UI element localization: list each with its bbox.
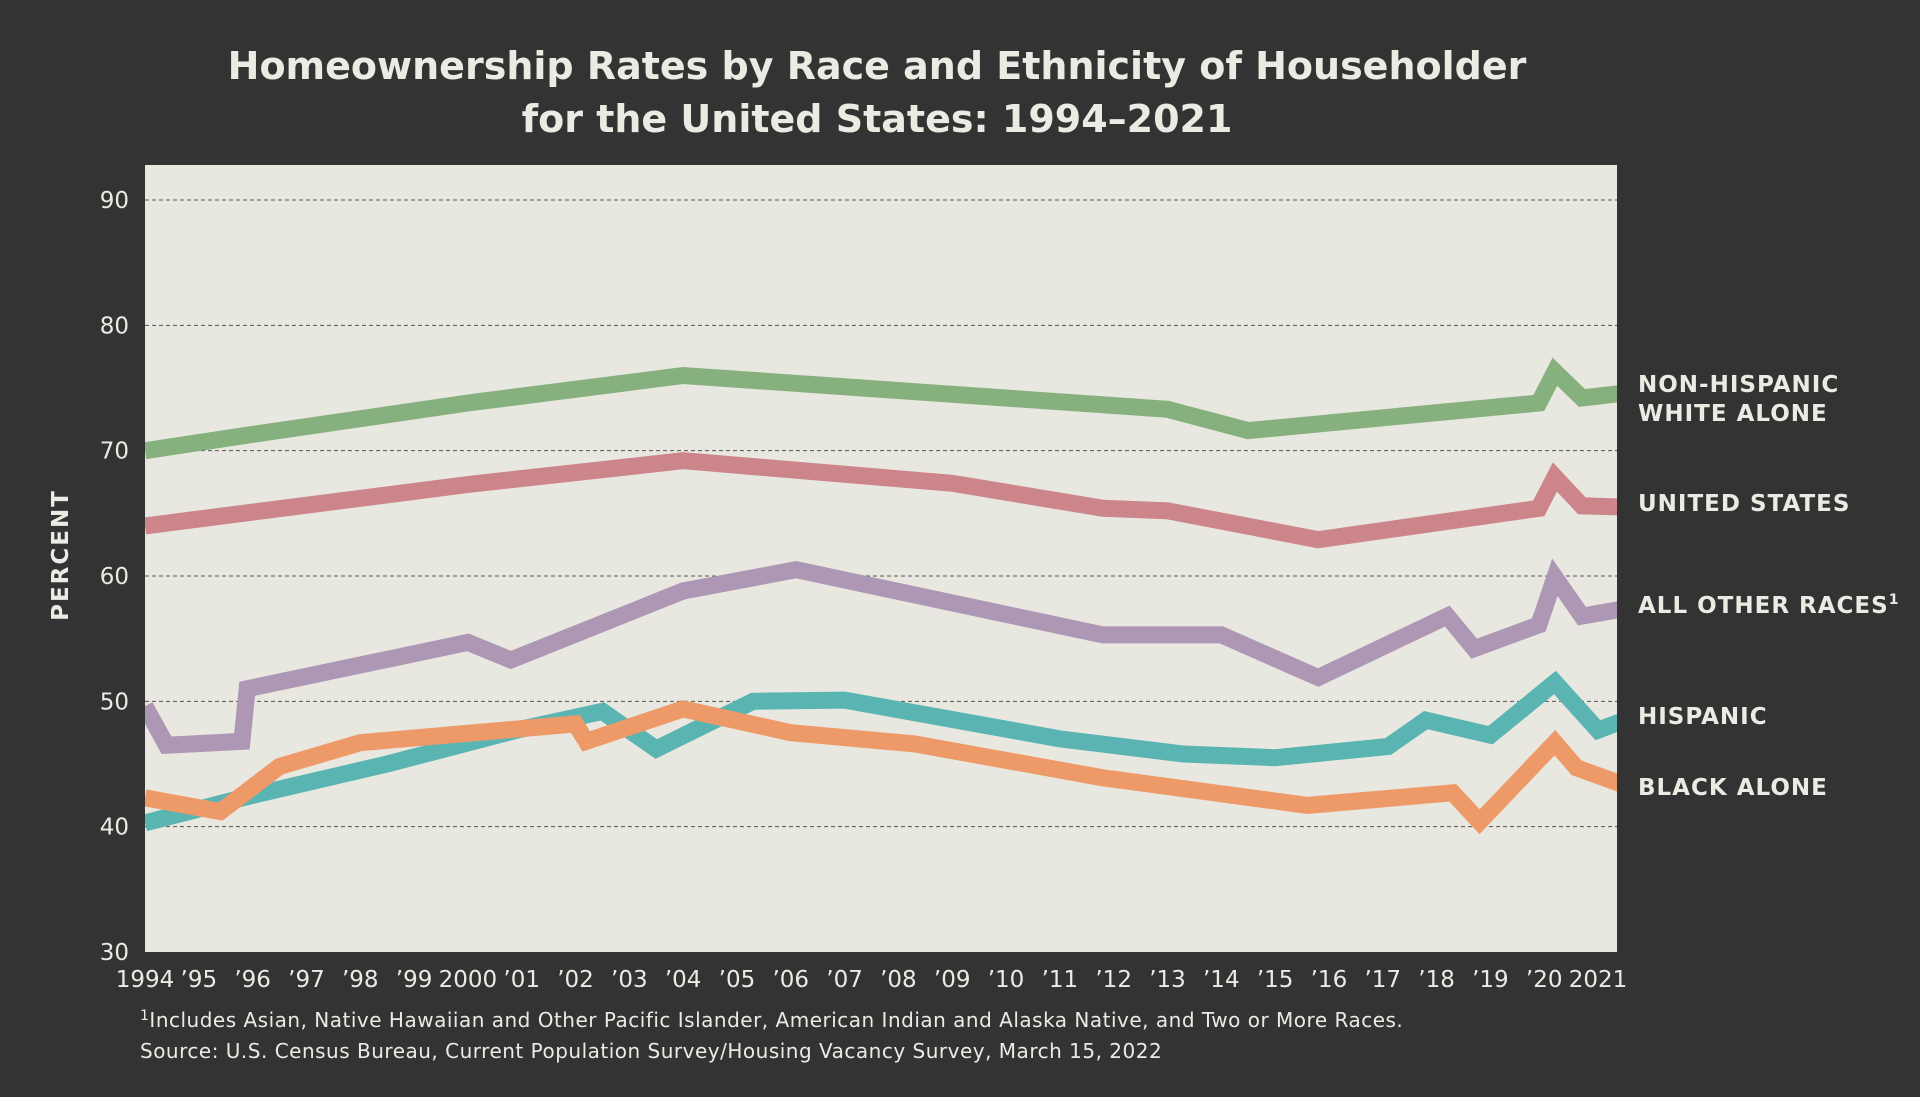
x-tick-label: ’03 [611,967,648,993]
chart-title-line: Homeownership Rates by Race and Ethnicit… [228,44,1527,88]
x-tick-label: 2021 [1569,967,1628,993]
footnote-marker: 1 [1889,592,1900,608]
line-united-states [145,452,1617,549]
y-tick-label: 90 [100,188,129,214]
footnote-marker: 1 [140,1008,149,1024]
label-all-other-races: ALL OTHER RACES1 [1638,592,1899,619]
x-tick-label: ’08 [880,967,917,993]
x-tick-label: ’05 [719,967,756,993]
chart-title-line: for the United States: 1994–2021 [522,97,1233,141]
x-tick-label: ’17 [1364,967,1401,993]
x-tick-label: ’16 [1311,967,1348,993]
x-tick-label: ’95 [181,967,218,993]
x-tick-label: ’07 [826,967,863,993]
x-tick-label: ’01 [503,967,540,993]
x-tick-label: 1994 [116,967,175,993]
series-label-text: ALL OTHER RACES [1638,593,1889,619]
line-all-other-races [145,558,1617,754]
y-tick-label: 30 [100,940,129,966]
x-tick-label: ’98 [342,967,379,993]
label-non-hispanic-white: NON-HISPANIC [1638,372,1839,398]
x-tick-label: ’12 [1095,967,1132,993]
x-tick-label: ’06 [772,967,809,993]
footnote-text: Includes Asian, Native Hawaiian and Othe… [149,1008,1403,1032]
x-tick-label: ’97 [288,967,325,993]
y-tick-label: 40 [100,815,129,841]
x-tick-label: ’19 [1472,967,1509,993]
y-axis-label: PERCENT [48,489,74,621]
y-tick-label: 80 [100,313,129,339]
y-tick-label: 70 [100,439,129,465]
x-tick-label: ’04 [665,967,702,993]
x-tick-label: ’20 [1526,967,1563,993]
line-black-alone [145,700,1617,835]
footnote: 1Includes Asian, Native Hawaiian and Oth… [140,1008,1403,1032]
x-tick-label: ’13 [1149,967,1186,993]
label-united-states: UNITED STATES [1638,491,1850,517]
y-tick-label: 60 [100,564,129,590]
x-tick-label: ’99 [396,967,433,993]
x-tick-label: ’10 [988,967,1025,993]
label-non-hispanic-white: WHITE ALONE [1638,401,1828,427]
label-black-alone: BLACK ALONE [1638,775,1828,801]
x-tick-label: ’11 [1042,967,1079,993]
x-tick-label: 2000 [439,967,498,993]
x-tick-label: ’96 [234,967,271,993]
x-tick-label: ’14 [1203,967,1240,993]
x-tick-label: ’18 [1418,967,1455,993]
label-hispanic: HISPANIC [1638,704,1768,730]
source-note: Source: U.S. Census Bureau, Current Popu… [140,1039,1162,1063]
x-tick-label: ’09 [934,967,971,993]
x-tick-label: ’15 [1257,967,1294,993]
line-non-hispanic-white [145,357,1617,460]
y-tick-label: 50 [100,689,129,715]
x-tick-label: ’02 [557,967,594,993]
plot-area [145,165,1617,952]
